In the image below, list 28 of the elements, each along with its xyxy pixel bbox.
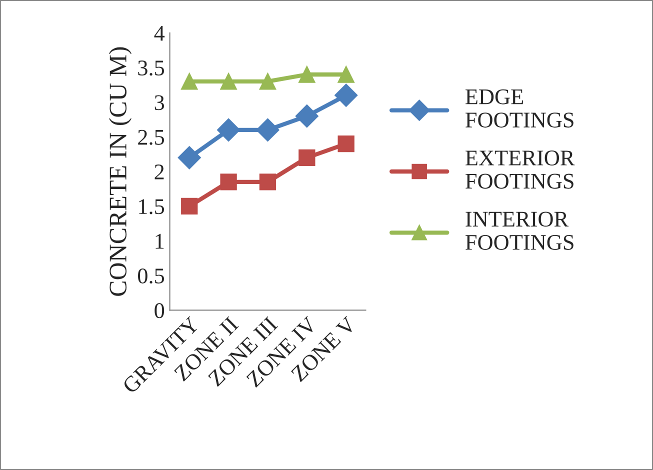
- y-tick-label: 1.5: [139, 199, 164, 214]
- point: [259, 73, 276, 90]
- point: [259, 174, 276, 190]
- y-tick-label: 3: [154, 95, 164, 110]
- legend-label: INTERIOR FOOTINGS: [466, 212, 574, 250]
- point: [178, 146, 201, 170]
- legend-label: EDGE FOOTINGS: [466, 89, 574, 128]
- y-tick-label: 0.5: [138, 268, 164, 284]
- y-tick-label: 2: [154, 164, 164, 180]
- point: [217, 118, 240, 142]
- y-axis-title: CONCRETE IN (CU M): [108, 47, 132, 296]
- point: [295, 104, 318, 128]
- point: [181, 198, 198, 215]
- point: [181, 73, 198, 90]
- point: [256, 118, 280, 142]
- y-tick-label: 4: [154, 26, 165, 41]
- y-tick-label: 2.5: [138, 130, 164, 145]
- legend-label: EXTERIOR FOOTINGS: [466, 150, 575, 189]
- point: [338, 135, 354, 152]
- y-tick-label: 1: [156, 234, 164, 249]
- point: [338, 66, 354, 83]
- y-tick-label: 3.5: [138, 60, 164, 76]
- point: [334, 84, 358, 107]
- point: [298, 66, 316, 83]
- point: [220, 174, 237, 190]
- y-tick-label: 0: [154, 303, 164, 318]
- point: [220, 73, 237, 90]
- point: [298, 149, 316, 166]
